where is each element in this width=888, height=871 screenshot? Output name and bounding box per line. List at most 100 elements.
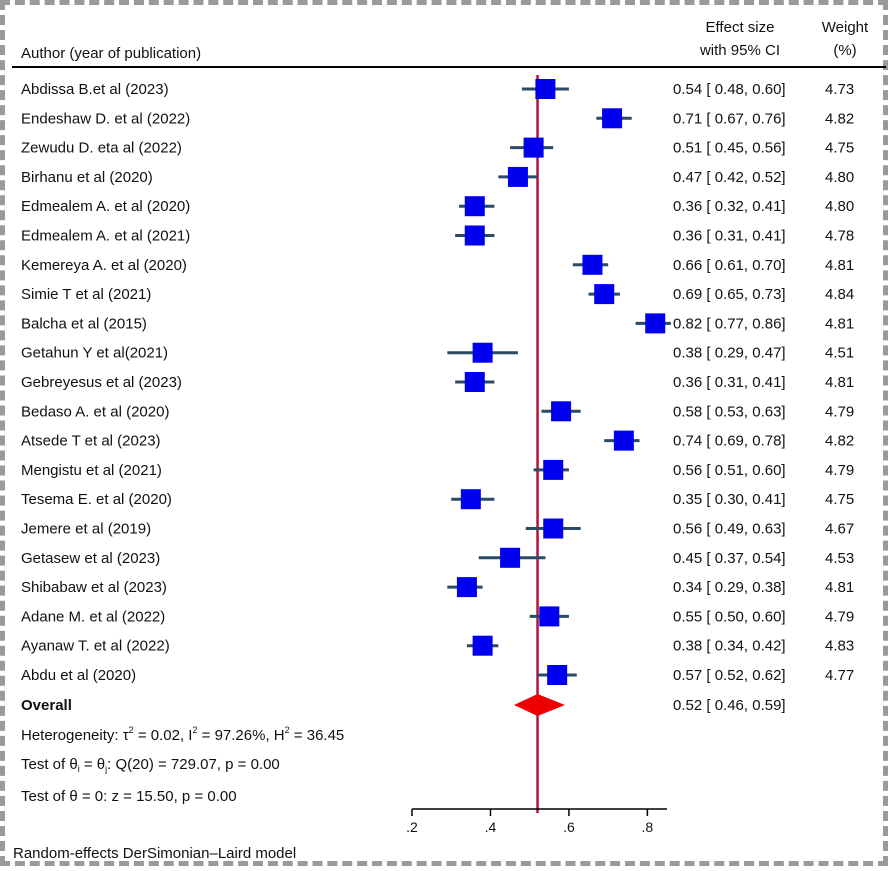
- study-weight: 4.77: [825, 667, 854, 684]
- study-label: Abdissa B.et al (2023): [21, 81, 169, 98]
- study-weight: 4.83: [825, 638, 854, 655]
- overall-ci-text: 0.52 [ 0.46, 0.59]: [673, 697, 786, 714]
- study-label: Atsede T et al (2023): [21, 433, 161, 450]
- study-row: Tesema E. et al (2020) 0.35 [ 0.30, 0.41]…: [21, 489, 854, 510]
- study-label: Endeshaw D. et al (2022): [21, 110, 190, 127]
- study-weight: 4.75: [825, 140, 854, 157]
- study-ci-text: 0.56 [ 0.49, 0.63]: [673, 521, 786, 538]
- study-row: Ayanaw T. et al (2022) 0.38 [ 0.34, 0.42]…: [21, 635, 854, 656]
- study-ci-text: 0.34 [ 0.29, 0.38]: [673, 579, 786, 596]
- study-effect-marker: [500, 547, 521, 568]
- study-row: Edmealem A. et al (2020) 0.36 [ 0.32, 0.4…: [21, 196, 854, 217]
- study-weight: 4.79: [825, 462, 854, 479]
- study-label: Tesema E. et al (2020): [21, 491, 172, 508]
- study-row: Abdu et al (2020) 0.57 [ 0.52, 0.62] 4.77: [21, 665, 854, 685]
- study-ci-text: 0.71 [ 0.67, 0.76]: [673, 110, 786, 127]
- study-row: Endeshaw D. et al (2022) 0.71 [ 0.67, 0.7…: [21, 108, 854, 129]
- study-effect-marker: [460, 489, 481, 510]
- study-effect-marker: [464, 372, 485, 392]
- author-column-header: Author (year of publication): [21, 45, 201, 62]
- study-weight: 4.81: [825, 257, 854, 274]
- study-weight: 4.79: [825, 403, 854, 420]
- study-label: Adane M. et al (2022): [21, 608, 165, 625]
- study-row: Shibabaw et al (2023) 0.34 [ 0.29, 0.38] 4…: [21, 577, 854, 598]
- study-weight: 4.80: [825, 169, 854, 186]
- study-ci-text: 0.45 [ 0.37, 0.54]: [673, 550, 786, 567]
- study-effect-marker: [645, 313, 666, 334]
- effect-size-header-line1: Effect size: [706, 19, 775, 36]
- study-weight: 4.82: [825, 110, 854, 127]
- study-effect-marker: [523, 137, 544, 158]
- study-row: Getasew et al (2023) 0.45 [ 0.37, 0.54] 4.…: [21, 547, 854, 568]
- study-weight: 4.78: [825, 228, 854, 245]
- test-theta-zero-stat: Test of θ = 0: z = 15.50, p = 0.00: [21, 788, 237, 805]
- study-ci-text: 0.38 [ 0.34, 0.42]: [673, 638, 786, 655]
- study-rows: Abdissa B.et al (2023) 0.54 [ 0.48, 0.60]…: [21, 79, 854, 685]
- study-row: Birhanu et al (2020) 0.47 [ 0.42, 0.52] 4.…: [21, 166, 854, 187]
- study-label: Getasew et al (2023): [21, 550, 160, 567]
- study-effect-marker: [472, 342, 493, 363]
- study-ci-text: 0.51 [ 0.45, 0.56]: [673, 140, 786, 157]
- study-ci-text: 0.47 [ 0.42, 0.52]: [673, 169, 786, 186]
- study-effect-marker: [507, 166, 528, 187]
- overall-diamond: [514, 694, 565, 716]
- study-effect-marker: [456, 577, 477, 598]
- overall-label: Overall: [21, 697, 72, 714]
- study-weight: 4.73: [825, 81, 854, 98]
- study-ci-text: 0.35 [ 0.30, 0.41]: [673, 491, 786, 508]
- study-row: Mengistu et al (2021) 0.56 [ 0.51, 0.60] 4…: [21, 459, 854, 480]
- study-row: Edmealem A. et al (2021) 0.36 [ 0.31, 0.4…: [21, 225, 854, 246]
- study-row: Kemereya A. et al (2020) 0.66 [ 0.61, 0.7…: [21, 254, 854, 275]
- study-effect-marker: [539, 606, 560, 627]
- study-effect-marker: [464, 196, 485, 217]
- study-ci-text: 0.74 [ 0.69, 0.78]: [673, 433, 786, 450]
- study-ci-text: 0.56 [ 0.51, 0.60]: [673, 462, 786, 479]
- study-label: Birhanu et al (2020): [21, 169, 153, 186]
- study-weight: 4.80: [825, 198, 854, 215]
- study-row: Zewudu D. eta al (2022) 0.51 [ 0.45, 0.56…: [21, 137, 854, 158]
- study-label: Edmealem A. et al (2021): [21, 228, 190, 245]
- study-row: Simie T et al (2021) 0.69 [ 0.65, 0.73] 4.…: [21, 284, 854, 305]
- test-theta-equal-stat: Test of θi = θj: Q(20) = 729.07, p = 0.0…: [21, 756, 280, 774]
- study-weight: 4.53: [825, 550, 854, 567]
- heterogeneity-stat: Heterogeneity: τ2 = 0.02, I2 = 97.26%, H…: [21, 725, 344, 744]
- study-weight: 4.51: [825, 345, 854, 362]
- study-label: Bedaso A. et al (2020): [21, 403, 169, 420]
- study-row: Bedaso A. et al (2020) 0.58 [ 0.53, 0.63]…: [21, 401, 854, 422]
- study-weight: 4.81: [825, 315, 854, 332]
- study-weight: 4.81: [825, 374, 854, 391]
- study-ci-text: 0.69 [ 0.65, 0.73]: [673, 286, 786, 303]
- study-ci-text: 0.82 [ 0.77, 0.86]: [673, 315, 786, 332]
- study-ci-text: 0.66 [ 0.61, 0.70]: [673, 257, 786, 274]
- study-ci-text: 0.54 [ 0.48, 0.60]: [673, 81, 786, 98]
- study-row: Gebreyesus et al (2023) 0.36 [ 0.31, 0.41…: [21, 372, 854, 392]
- study-weight: 4.75: [825, 491, 854, 508]
- study-label: Mengistu et al (2021): [21, 462, 162, 479]
- study-label: Abdu et al (2020): [21, 667, 136, 684]
- study-ci-text: 0.57 [ 0.52, 0.62]: [673, 667, 786, 684]
- study-ci-text: 0.36 [ 0.32, 0.41]: [673, 198, 786, 215]
- study-row: Jemere et al (2019) 0.56 [ 0.49, 0.63] 4.6…: [21, 518, 854, 539]
- weight-header-line1: Weight: [822, 19, 869, 36]
- study-label: Edmealem A. et al (2020): [21, 198, 190, 215]
- x-axis-ticks: .2 .4 .6 .8: [406, 809, 653, 835]
- study-effect-marker: [547, 665, 568, 685]
- model-footnote: Random-effects DerSimonian–Laird model: [13, 845, 296, 862]
- study-ci-text: 0.36 [ 0.31, 0.41]: [673, 374, 786, 391]
- study-label: Ayanaw T. et al (2022): [21, 638, 170, 655]
- study-label: Jemere et al (2019): [21, 521, 151, 538]
- study-effect-marker: [543, 459, 564, 480]
- study-label: Getahun Y et al(2021): [21, 345, 168, 362]
- study-effect-marker: [551, 401, 572, 422]
- study-row: Getahun Y et al(2021) 0.38 [ 0.29, 0.47] 4…: [21, 342, 854, 363]
- study-label: Kemereya A. et al (2020): [21, 257, 187, 274]
- study-label: Gebreyesus et al (2023): [21, 374, 182, 391]
- study-effect-marker: [543, 518, 564, 539]
- x-tick-label: .8: [642, 819, 654, 835]
- study-row: Atsede T et al (2023) 0.74 [ 0.69, 0.78] 4…: [21, 430, 854, 451]
- study-weight: 4.79: [825, 608, 854, 625]
- study-ci-text: 0.36 [ 0.31, 0.41]: [673, 228, 786, 245]
- study-weight: 4.67: [825, 521, 854, 538]
- study-weight: 4.82: [825, 433, 854, 450]
